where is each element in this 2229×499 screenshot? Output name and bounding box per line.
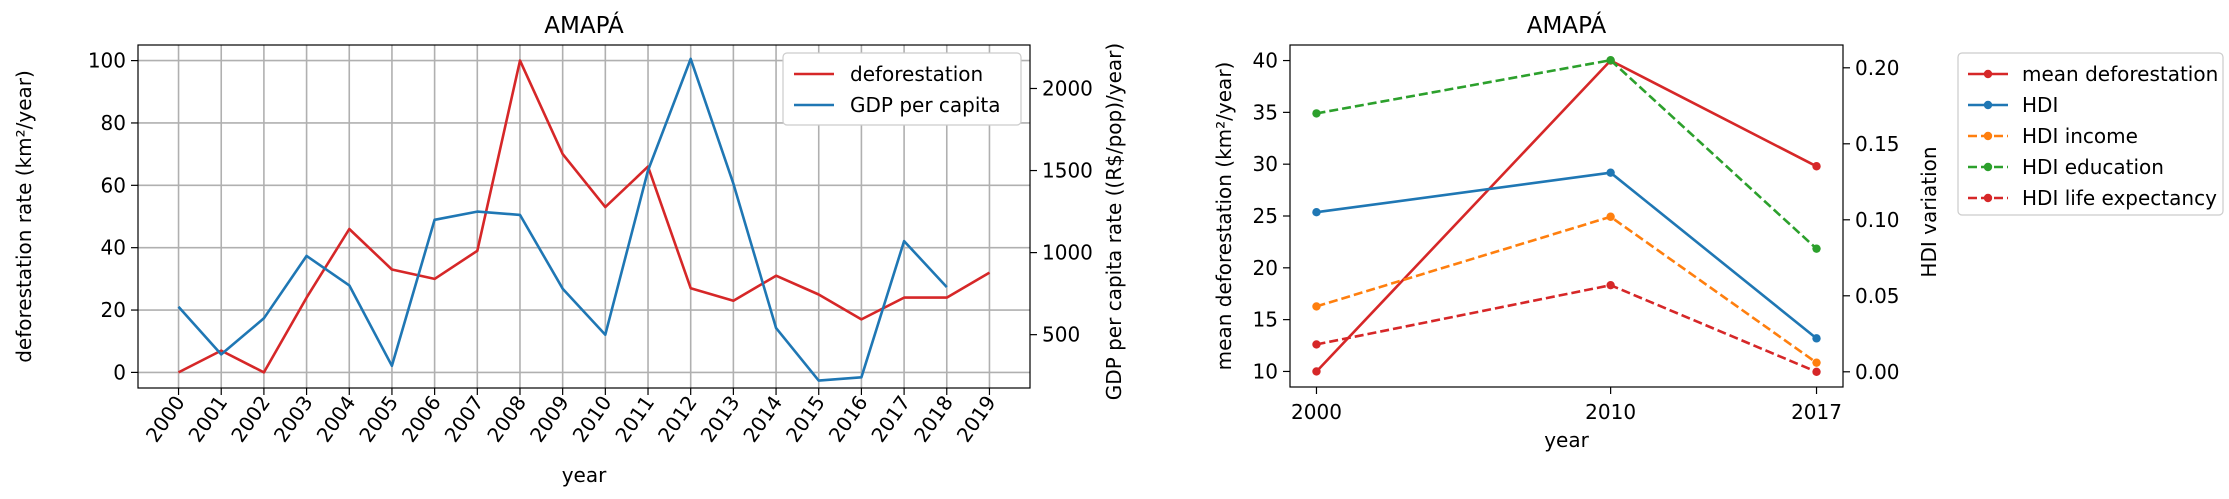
x-tick-label: 2011 (610, 391, 659, 446)
series-line-hdi (1316, 171, 1818, 340)
chart-mean-deforestation-hdi: 2000 2010 2017 10 15 20 25 30 35 40 0.00 0.05 0.10 0.… (1212, 11, 2224, 452)
series-point-hdi-life-expectancy (1812, 367, 1821, 376)
x-tick-label: 2007 (440, 391, 489, 446)
series-point-hdi-life-expectancy (1312, 340, 1321, 349)
series-point-hdi-income (1606, 212, 1615, 221)
x-axis-label: year (1544, 428, 1589, 452)
x-axis-label: year (562, 463, 607, 487)
x-tick-label: 2006 (397, 391, 446, 446)
x-tick-label: 2015 (781, 391, 830, 446)
y-right-axis-label: GDP per capita rate ((R$/pop)/year) (1102, 43, 1126, 400)
x-tick-label: 2005 (354, 391, 403, 446)
x-tick-label: 2016 (824, 391, 873, 446)
chart-deforestation-gdp: 2000200120022003200420052006200720082009… (12, 11, 1126, 487)
legend: mean deforestation HDI HDI income HDI educa… (1957, 52, 2224, 216)
x-tick-label: 2000 (1291, 400, 1342, 424)
series-point-hdi (1312, 208, 1321, 217)
legend-marker (1983, 131, 1993, 141)
x-tick-label: 2002 (226, 391, 275, 446)
legend-marker (1983, 193, 1993, 203)
legend-marker (1983, 100, 1993, 110)
y-tick-label: 0 (113, 360, 126, 384)
series-point-hdi-education (1606, 56, 1615, 65)
y-right-tick-label: 0.05 (1855, 284, 1900, 308)
y-axis-label: mean deforestation (km²/year) (1212, 62, 1236, 371)
y-right-tick-label: 0.10 (1855, 208, 1900, 232)
series-line-gdp-per-capita (177, 57, 948, 382)
y-right-tick-label: 1500 (1042, 159, 1093, 183)
series-point-hdi (1606, 168, 1615, 177)
x-tick-label: 2012 (653, 391, 702, 446)
y-right-tick-label: 0.20 (1855, 56, 1900, 80)
series-point-mean-deforestation (1312, 367, 1321, 376)
y-right-tick-label: 0.00 (1855, 360, 1900, 384)
y-tick-label: 30 (1253, 152, 1278, 176)
y-right-tick-label: 2000 (1042, 76, 1093, 100)
series-line-hdi-life-expectancy (1316, 283, 1818, 373)
legend-label: HDI life expectancy (2022, 186, 2217, 210)
legend-label: deforestation (850, 62, 983, 86)
series-line-mean-deforestation (1315, 59, 1818, 373)
series-point-hdi (1812, 334, 1821, 343)
legend: deforestation GDP per capita (782, 52, 1022, 126)
plot-frame (1289, 44, 1844, 388)
plot-frame (137, 44, 1031, 389)
y-right-tick-label: 1000 (1042, 241, 1093, 265)
legend-marker (1983, 162, 1993, 172)
legend-marker (1983, 69, 1993, 79)
x-tick-label: 2001 (183, 391, 232, 446)
y-tick-label: 25 (1253, 204, 1278, 228)
y-tick-label: 100 (88, 49, 126, 73)
x-tick-label: 2000 (141, 391, 190, 446)
series-point-mean-deforestation (1812, 162, 1821, 171)
y-tick-label: 20 (1253, 256, 1278, 280)
y-tick-label: 40 (101, 236, 126, 260)
y-tick-label: 15 (1253, 308, 1278, 332)
x-tick-label: 2017 (866, 391, 915, 446)
x-tick-label: 2014 (738, 391, 787, 446)
x-tick-label: 2009 (525, 391, 574, 446)
legend-label: HDI education (2022, 155, 2164, 179)
y-tick-label: 40 (1253, 49, 1278, 73)
series-point-hdi-income (1812, 358, 1821, 367)
y-right-axis-label: HDI variation (1917, 146, 1941, 277)
y-right-tick-label: 500 (1042, 323, 1080, 347)
series-point-hdi-education (1812, 244, 1821, 253)
chart-title: AMAPÁ (1527, 11, 1607, 39)
x-tick-label: 2010 (568, 391, 617, 446)
y-right-tick-label: 0.15 (1855, 132, 1900, 156)
y-tick-label: 20 (101, 298, 126, 322)
series-point-hdi-income (1312, 302, 1321, 311)
x-tick-label: 2013 (696, 391, 745, 446)
series-line-hdi-education (1316, 58, 1818, 250)
x-tick-label: 2017 (1791, 400, 1842, 424)
legend-box (782, 52, 1022, 126)
x-tick-label: 2010 (1585, 400, 1636, 424)
x-tick-label: 2019 (952, 391, 1001, 446)
y-tick-label: 60 (101, 173, 126, 197)
y-tick-label: 80 (101, 111, 126, 135)
legend-label: HDI (2022, 93, 2058, 117)
y-tick-label: 10 (1253, 359, 1278, 383)
x-tick-label: 2004 (312, 391, 361, 446)
legend-box (1957, 52, 2224, 216)
series-point-hdi-education (1312, 109, 1321, 118)
series-point-hdi-life-expectancy (1606, 280, 1615, 290)
chart-title: AMAPÁ (544, 11, 624, 39)
legend-label: GDP per capita (850, 93, 1001, 117)
legend-label: mean deforestation (2022, 62, 2218, 86)
y-tick-label: 35 (1253, 100, 1278, 124)
legend-label: HDI income (2022, 124, 2138, 148)
x-tick-label: 2018 (909, 391, 958, 446)
y-axis-label: deforestation rate (km²/year) (12, 70, 36, 363)
x-tick-label: 2008 (482, 391, 531, 446)
x-tick-label: 2003 (269, 391, 318, 446)
series-line-deforestation (177, 59, 991, 374)
